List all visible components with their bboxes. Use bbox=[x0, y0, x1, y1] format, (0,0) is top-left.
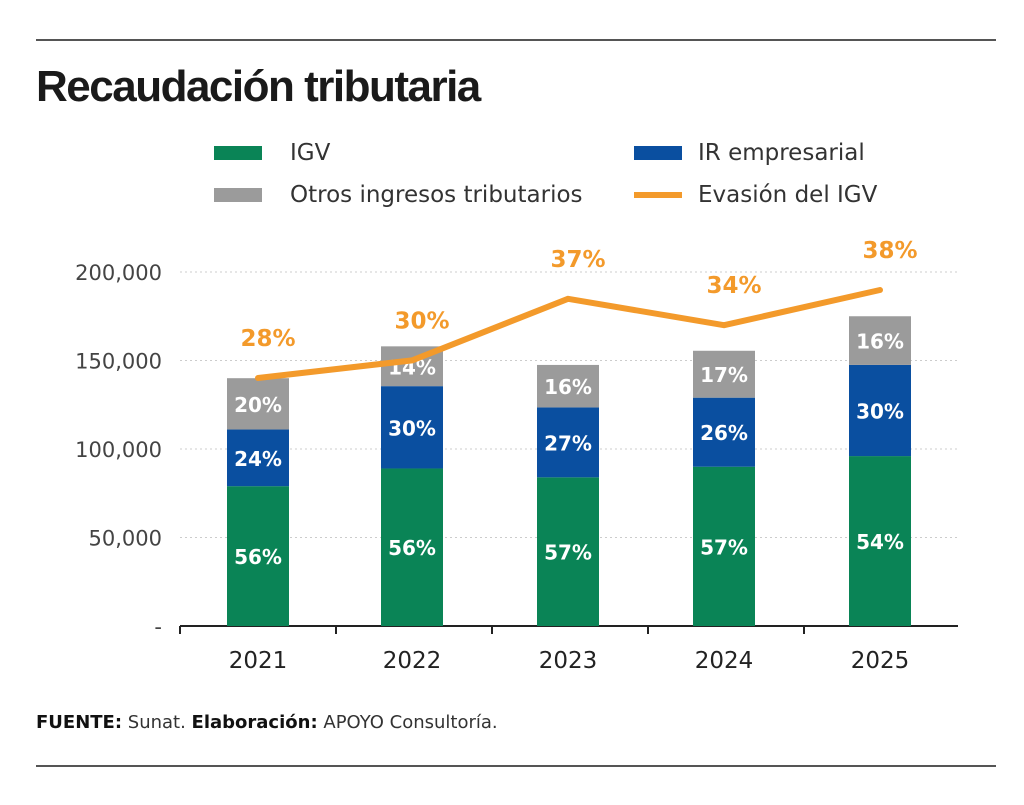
source-text: Sunat. bbox=[122, 712, 192, 733]
x-tick-label: 2021 bbox=[229, 648, 288, 674]
bar-data-label: 17% bbox=[700, 363, 748, 387]
line-data-label: 30% bbox=[394, 308, 449, 334]
legend-evasion: Evasión del IGV bbox=[634, 182, 877, 208]
line-data-label: 28% bbox=[240, 326, 295, 352]
legend-swatch bbox=[214, 146, 262, 160]
bar-data-label: 16% bbox=[544, 375, 592, 399]
bar-data-label: 20% bbox=[234, 393, 282, 417]
x-tick-label: 2024 bbox=[695, 648, 754, 674]
bar-data-label: 57% bbox=[544, 541, 592, 565]
bar-segment bbox=[381, 386, 443, 469]
y-tick-label: 100,000 bbox=[75, 438, 162, 462]
legend-label: Otros ingresos tributarios bbox=[290, 182, 583, 208]
bar-data-label: 24% bbox=[234, 447, 282, 471]
bar-segment bbox=[849, 456, 911, 626]
bar-segment bbox=[227, 486, 289, 626]
evasion-line bbox=[255, 287, 883, 381]
bar-segment bbox=[227, 429, 289, 487]
bar-segment bbox=[693, 466, 755, 626]
bar-data-label: 56% bbox=[388, 536, 436, 560]
y-tick-label: 200,000 bbox=[75, 261, 162, 285]
chart-title: Recaudación tributaria bbox=[36, 62, 481, 111]
bar-data-label: 16% bbox=[856, 330, 904, 354]
legend-swatch bbox=[634, 192, 682, 198]
bar-data-label: 30% bbox=[856, 400, 904, 424]
y-tick-label: 150,000 bbox=[75, 350, 162, 374]
x-tick-label: 2023 bbox=[539, 648, 598, 674]
bar-data-label: 27% bbox=[544, 431, 592, 455]
legend-igv: IGV bbox=[214, 140, 330, 166]
legend-ir: IR empresarial bbox=[634, 140, 865, 166]
bar-segment bbox=[381, 468, 443, 626]
line-data-label: 38% bbox=[862, 238, 917, 264]
legend-label: Evasión del IGV bbox=[698, 182, 878, 208]
legend-label: IR empresarial bbox=[698, 140, 865, 166]
bar-segment bbox=[227, 378, 289, 430]
y-tick-label: - bbox=[154, 615, 162, 639]
line-data-label: 37% bbox=[550, 247, 605, 273]
source-label: FUENTE: bbox=[36, 712, 123, 733]
y-tick-label: 50,000 bbox=[89, 527, 162, 551]
x-tick-label: 2022 bbox=[383, 648, 442, 674]
bar-segment bbox=[537, 477, 599, 626]
source-note: FUENTE: Sunat. Elaboración: APOYO Consul… bbox=[36, 712, 498, 733]
bottom-rule bbox=[36, 765, 996, 767]
bar-segment bbox=[537, 407, 599, 478]
bar-data-label: 54% bbox=[856, 530, 904, 554]
bar-data-label: 26% bbox=[700, 421, 748, 445]
elaboration-label: Elaboración: bbox=[191, 712, 318, 733]
bar-segment bbox=[537, 364, 599, 408]
top-rule bbox=[36, 39, 996, 41]
elaboration-text: APOYO Consultoría. bbox=[317, 712, 498, 733]
bar-segment bbox=[693, 397, 755, 467]
bar-data-label: 30% bbox=[388, 416, 436, 440]
bar-segment bbox=[693, 350, 755, 398]
legend-swatch bbox=[634, 146, 682, 160]
bar-segment bbox=[849, 364, 911, 457]
legend-swatch bbox=[214, 188, 262, 202]
legend-label: IGV bbox=[290, 140, 331, 166]
line-data-label: 34% bbox=[706, 273, 761, 299]
bar-data-label: 56% bbox=[234, 545, 282, 569]
bar-segment bbox=[849, 316, 911, 365]
x-tick-label: 2025 bbox=[851, 648, 910, 674]
legend-otros: Otros ingresos tributarios bbox=[214, 182, 583, 208]
bar-data-label: 57% bbox=[700, 535, 748, 559]
